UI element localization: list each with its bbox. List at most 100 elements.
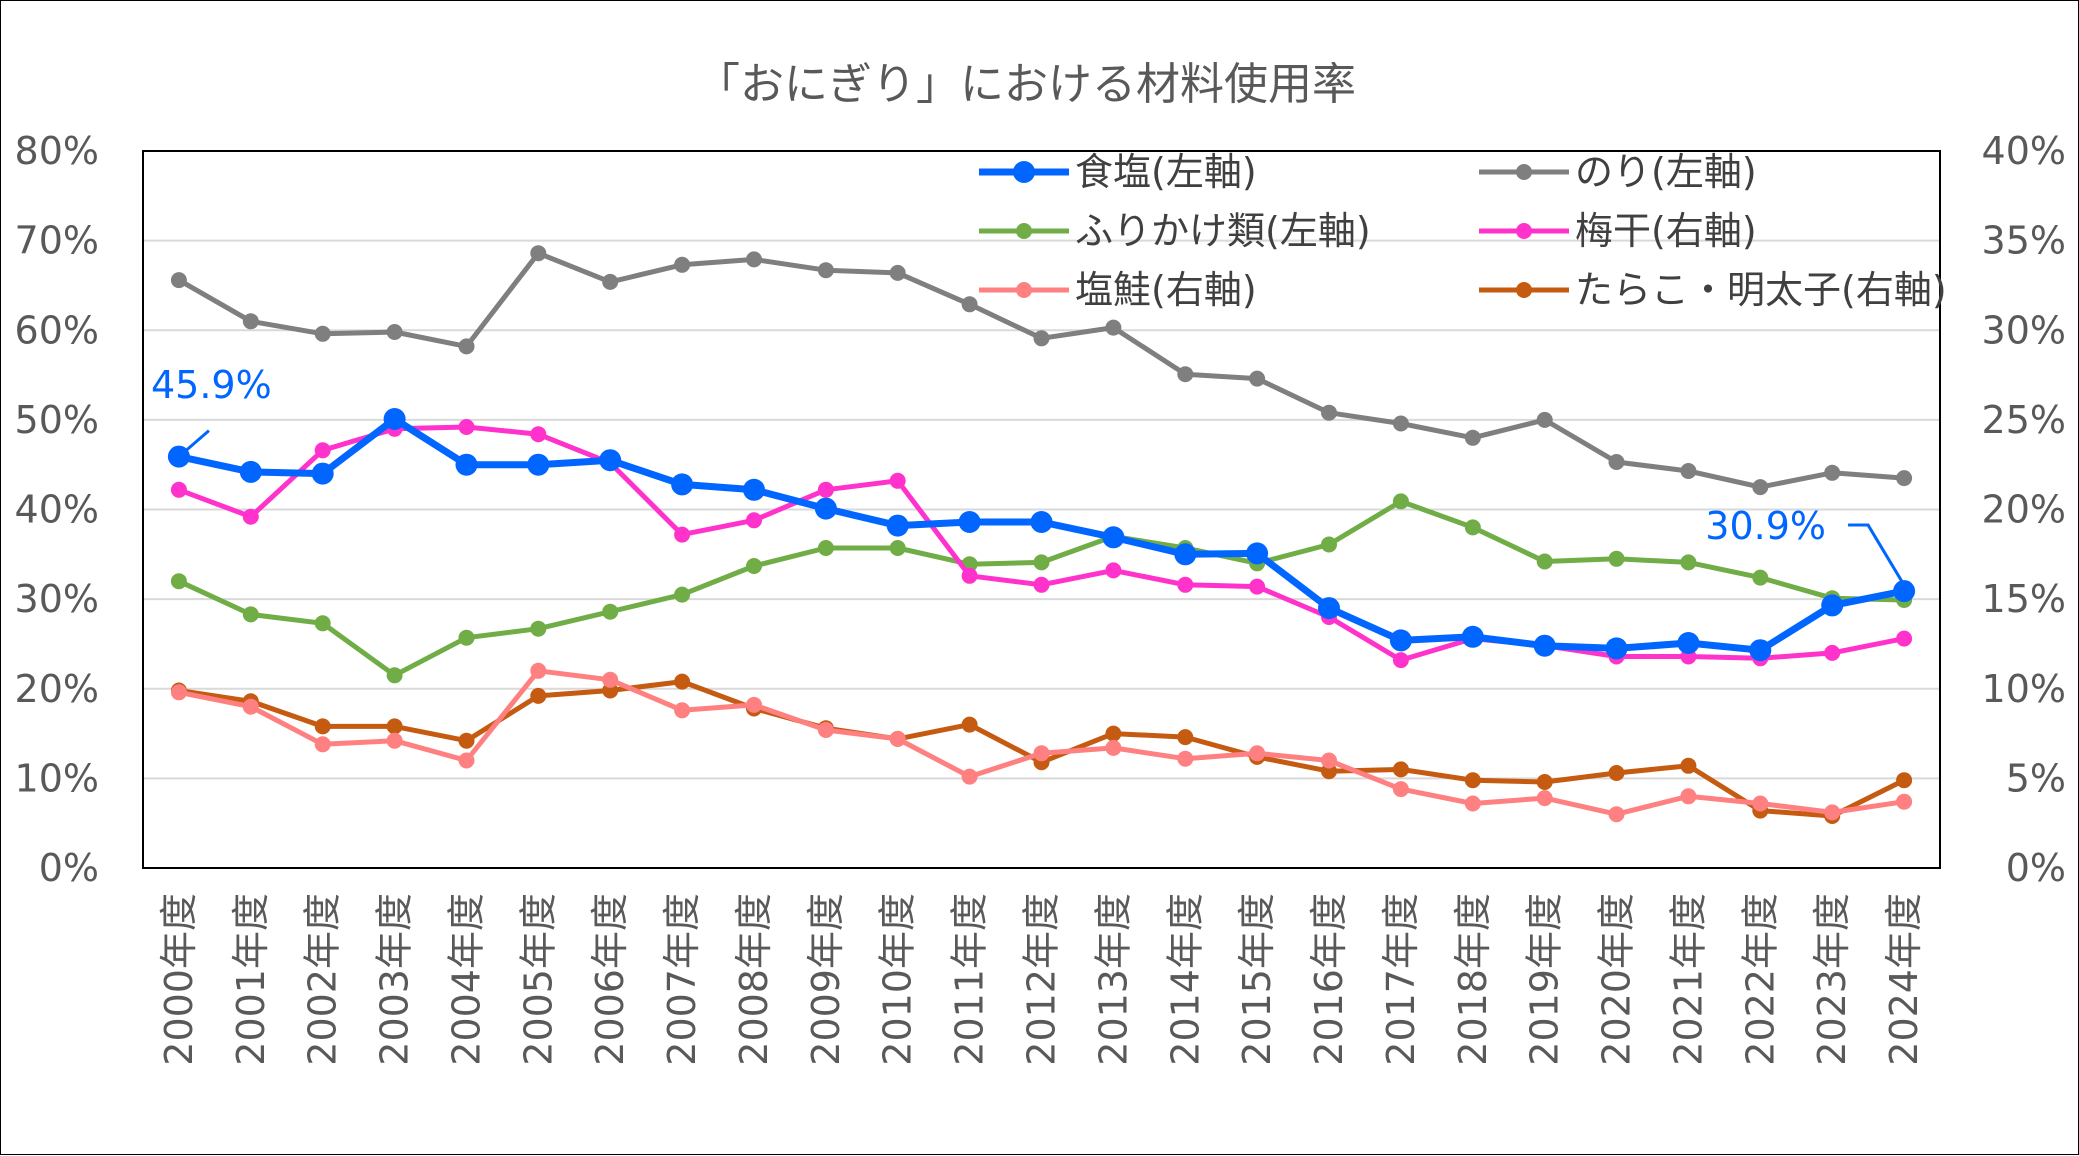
gridlines xyxy=(143,239,1940,780)
data-point xyxy=(383,408,406,430)
data-point xyxy=(1392,652,1409,669)
legend-marker xyxy=(1013,161,1035,183)
plot-area-border xyxy=(142,150,1941,869)
data-point xyxy=(1246,542,1269,565)
data-point xyxy=(961,768,978,785)
left-tick-label: 0% xyxy=(39,846,99,890)
data-point xyxy=(674,673,691,690)
data-point xyxy=(1105,319,1122,336)
data-point xyxy=(386,718,403,735)
data-point xyxy=(1749,639,1772,662)
legend-item: 塩鮭(右軸) xyxy=(979,268,1257,312)
data-point xyxy=(743,478,765,501)
x-tick-label: 2000年度 xyxy=(157,893,201,1066)
x-tick-label: 2006年度 xyxy=(588,893,632,1066)
data-point xyxy=(242,508,259,525)
data-point xyxy=(1249,578,1266,595)
right-tick-label: 35% xyxy=(1982,219,2066,263)
legend-marker xyxy=(1516,223,1532,239)
series-4 xyxy=(170,662,1913,823)
data-labels: 45.9% 30.9% xyxy=(151,363,1906,586)
data-point xyxy=(170,573,187,590)
data-point xyxy=(1321,536,1337,553)
data-point xyxy=(242,606,259,623)
legend-marker xyxy=(1516,164,1532,180)
x-tick-label: 2007年度 xyxy=(660,893,704,1066)
left-tick-label: 30% xyxy=(15,577,99,621)
data-point xyxy=(889,540,906,556)
legend-label: ふりかけ類(左軸) xyxy=(1075,209,1371,253)
data-point xyxy=(170,272,187,289)
data-point xyxy=(314,325,331,342)
x-tick-label: 2018年度 xyxy=(1451,893,1495,1066)
data-point xyxy=(1249,745,1266,762)
data-point xyxy=(1392,493,1409,510)
data-point xyxy=(527,453,550,476)
data-point xyxy=(746,251,762,268)
legend-label: たらこ・明太子(右軸) xyxy=(1575,268,1947,312)
data-point xyxy=(1033,554,1050,571)
data-point xyxy=(1608,454,1625,470)
data-point xyxy=(386,667,403,684)
x-tick-label: 2004年度 xyxy=(444,893,488,1066)
legend-marker xyxy=(1016,223,1032,239)
data-point xyxy=(1174,543,1197,566)
x-tick-label: 2024年度 xyxy=(1882,893,1926,1066)
data-point xyxy=(1821,594,1844,617)
data-point xyxy=(1536,411,1553,428)
x-tick-label: 2012年度 xyxy=(1020,893,1064,1066)
data-point xyxy=(1896,793,1913,810)
data-point xyxy=(889,264,906,281)
data-point xyxy=(746,558,762,574)
legend: 食塩(左軸) のり(左軸) ふりかけ類(左軸) 梅干(右軸) 塩鮭(右軸) たらこ・明太子… xyxy=(979,150,1947,312)
data-label: 30.9% xyxy=(1705,504,1826,548)
data-point xyxy=(599,449,622,472)
data-point xyxy=(311,462,334,485)
data-point xyxy=(1321,752,1337,769)
data-point xyxy=(242,698,259,715)
data-point xyxy=(1461,625,1484,648)
data-point xyxy=(1677,632,1700,654)
data-point xyxy=(602,603,619,620)
data-point xyxy=(386,732,403,749)
data-point xyxy=(314,718,331,735)
left-tick-label: 70% xyxy=(15,219,99,263)
data-point xyxy=(1249,370,1266,387)
x-tick-label: 2021年度 xyxy=(1666,893,1710,1066)
x-tick-label: 2005年度 xyxy=(516,893,560,1066)
x-tick-label: 2022年度 xyxy=(1738,893,1782,1066)
data-point xyxy=(1752,795,1769,812)
data-point xyxy=(458,419,475,435)
data-point xyxy=(746,696,762,713)
data-point xyxy=(458,338,475,355)
data-point xyxy=(961,716,978,733)
data-point xyxy=(314,442,331,459)
right-tick-label: 20% xyxy=(1982,488,2066,532)
data-point xyxy=(1389,629,1412,652)
legend-label: のり(左軸) xyxy=(1575,150,1757,194)
data-point xyxy=(1752,479,1769,496)
data-point xyxy=(530,620,547,637)
x-tick-label: 2015年度 xyxy=(1235,893,1279,1066)
left-tick-label: 20% xyxy=(15,667,99,711)
data-point xyxy=(1177,750,1194,767)
legend-item: たらこ・明太子(右軸) xyxy=(1479,268,1947,312)
data-point xyxy=(1824,464,1841,481)
data-point xyxy=(1608,765,1625,781)
x-tick-label: 2019年度 xyxy=(1523,893,1567,1066)
data-point xyxy=(674,702,691,719)
left-tick-label: 50% xyxy=(15,398,99,442)
data-point xyxy=(1392,415,1409,432)
data-point xyxy=(530,662,547,679)
legend-marker xyxy=(1516,282,1532,298)
x-tick-label: 2013年度 xyxy=(1091,893,1135,1066)
left-tick-label: 60% xyxy=(15,308,99,352)
legend-label: 塩鮭(右軸) xyxy=(1075,268,1257,312)
data-point xyxy=(817,481,834,498)
x-tick-label: 2016年度 xyxy=(1307,893,1351,1066)
data-point xyxy=(314,736,331,753)
data-point xyxy=(1605,637,1628,660)
legend-item: 梅干(右軸) xyxy=(1479,209,1757,253)
legend-label: 梅干(右軸) xyxy=(1575,209,1757,253)
